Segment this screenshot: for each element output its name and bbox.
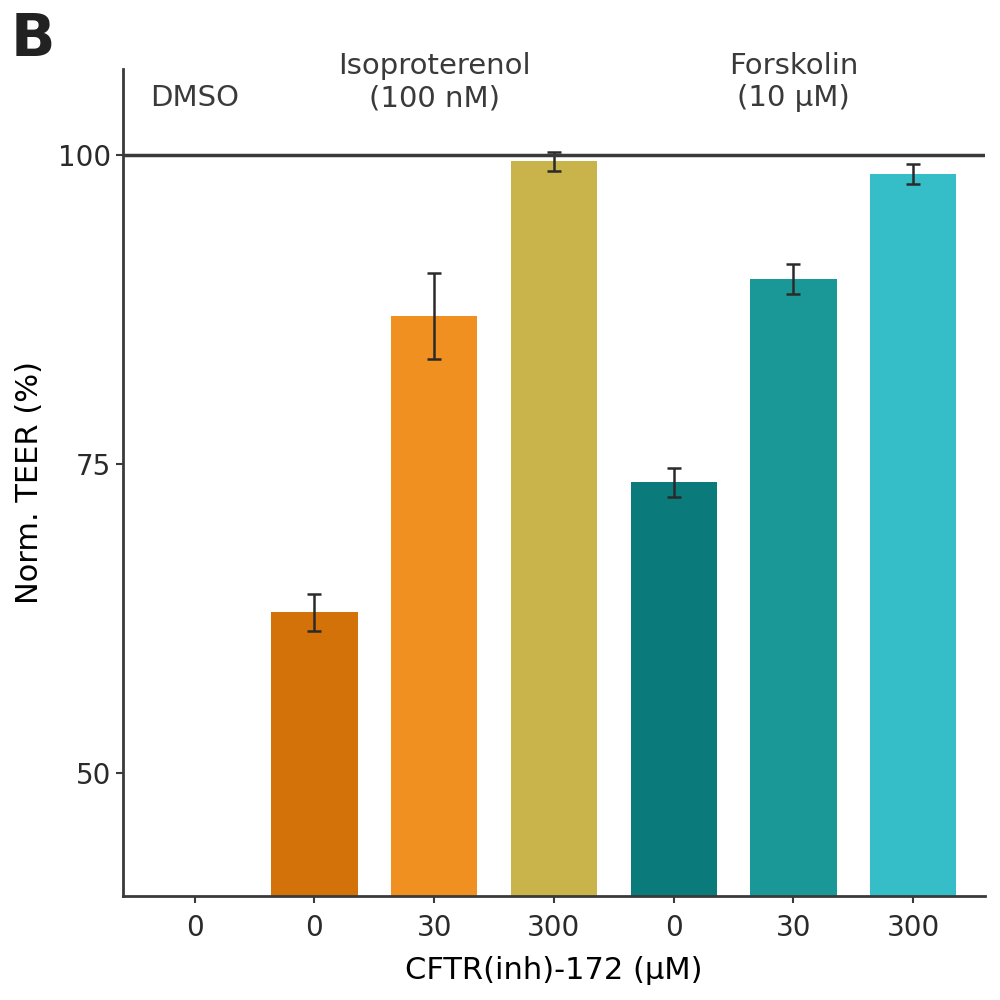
Text: Forskolin
(10 μM): Forskolin (10 μM) — [729, 52, 858, 112]
Y-axis label: Norm. TEER (%): Norm. TEER (%) — [15, 361, 44, 604]
Bar — [271, 612, 358, 896]
Bar — [511, 161, 597, 896]
Bar — [750, 279, 837, 896]
Bar — [391, 316, 477, 896]
Bar — [870, 174, 956, 896]
Text: Isoproterenol
(100 nM): Isoproterenol (100 nM) — [338, 52, 530, 112]
Text: DMSO: DMSO — [150, 84, 239, 112]
X-axis label: CFTR(inh)-172 (μM): CFTR(inh)-172 (μM) — [405, 956, 703, 985]
Text: B: B — [11, 11, 55, 68]
Bar — [631, 482, 717, 896]
